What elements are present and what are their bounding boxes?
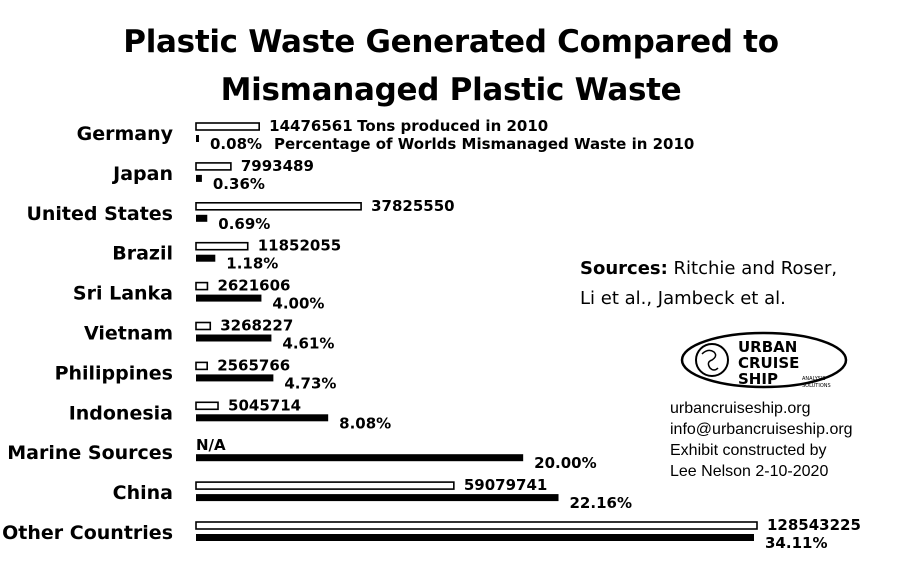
tons-bar (195, 162, 232, 171)
sources-line-1: Ritchie and Roser, (673, 258, 838, 279)
percent-data-label: 20.00% (534, 454, 596, 472)
category-label: Other Countries (2, 522, 173, 544)
email-text: info@urbancruiseship.org (670, 421, 853, 438)
category-label: Japan (111, 163, 173, 185)
tons-bar (195, 281, 209, 291)
tons-data-label: 5045714 (228, 396, 301, 414)
category-label: China (113, 482, 173, 504)
category-label: Marine Sources (7, 442, 173, 464)
percent-data-label: 1.18% (226, 255, 278, 273)
mismanaged-percent-bar (196, 494, 559, 502)
mismanaged-percent-bar (196, 374, 274, 382)
category-label: Brazil (112, 243, 173, 265)
category-label: Indonesia (69, 402, 173, 424)
tons-bar (195, 241, 249, 251)
tons-bar (195, 401, 219, 411)
tons-data-label: 11852055 (258, 237, 342, 255)
percent-data-label: 4.73% (284, 374, 336, 392)
tons-data-label: 2565766 (217, 356, 290, 374)
urban-cruise-ship-logo: URBAN CRUISE SHIP ANALYSIS SOLUTIONS (680, 331, 848, 389)
credit-line-1: Exhibit constructed by (670, 442, 827, 459)
category-label: Sri Lanka (73, 283, 173, 305)
category-label: Germany (77, 123, 174, 145)
logo-tag-1: ANALYSIS (802, 376, 826, 382)
tons-bar (195, 361, 208, 371)
sources-line-2: Li et al., Jambeck et al. (580, 288, 786, 309)
mismanaged-percent-bar (196, 294, 262, 302)
percent-data-label: 8.08% (339, 414, 391, 432)
mismanaged-percent-bar (196, 454, 524, 462)
percent-data-label: 4.61% (282, 335, 334, 353)
percent-data-label: 0.08% (210, 135, 262, 153)
logo-line-1: URBAN (738, 338, 797, 356)
percent-data-label: 34.11% (765, 534, 827, 552)
tons-data-label: 14476561 (269, 117, 353, 135)
tons-data-label: 2621606 (217, 277, 290, 295)
percent-data-label: 0.69% (218, 215, 270, 233)
website-text: urbancruiseship.org (670, 400, 811, 417)
tons-data-label: 7993489 (241, 157, 314, 175)
percent-data-label: 4.00% (272, 295, 324, 313)
tons-bar (195, 481, 455, 490)
tons-data-label: 59079741 (464, 476, 548, 494)
tons-data-label: 37825550 (371, 197, 455, 215)
credit-line-2: Lee Nelson 2-10-2020 (670, 463, 829, 480)
mismanaged-percent-bar (196, 214, 208, 222)
category-label: Philippines (55, 362, 173, 384)
chart-title-line-1: Plastic Waste Generated Compared to (123, 24, 779, 60)
tons-bar (195, 202, 362, 211)
tons-data-label: 128543225 (767, 516, 861, 534)
mismanaged-percent-bar (196, 334, 272, 342)
legend-percent: Percentage of Worlds Mismanaged Waste in… (274, 135, 694, 153)
contact-block: urbancruiseship.org info@urbancruiseship… (670, 398, 853, 482)
mismanaged-percent-bar (196, 254, 216, 262)
logo-line-3: SHIP (738, 370, 778, 388)
category-label: United States (26, 203, 173, 225)
percent-data-label: 22.16% (570, 494, 632, 512)
category-label: Vietnam (84, 323, 173, 345)
tons-bar (195, 521, 758, 530)
sources-label: Sources: (580, 258, 668, 279)
tons-data-label: 3268227 (220, 317, 293, 335)
legend-tons: Tons produced in 2010 (357, 117, 548, 135)
chart-title: Plastic Waste Generated Compared to Mism… (0, 18, 902, 114)
mismanaged-percent-bar (196, 534, 754, 541)
mismanaged-percent-bar (196, 174, 202, 182)
chart-title-line-2: Mismanaged Plastic Waste (220, 72, 682, 108)
percent-data-label: 0.36% (213, 175, 265, 193)
mismanaged-percent-bar (196, 135, 199, 142)
mismanaged-percent-bar (196, 414, 329, 422)
logo-line-2: CRUISE (738, 354, 799, 372)
logo-tag-2: SOLUTIONS (802, 383, 831, 389)
sources-note: Sources: Ritchie and Roser, Li et al., J… (580, 254, 837, 314)
tons-bar (195, 122, 260, 131)
tons-bar (195, 321, 212, 331)
tons-data-label: N/A (196, 436, 226, 454)
